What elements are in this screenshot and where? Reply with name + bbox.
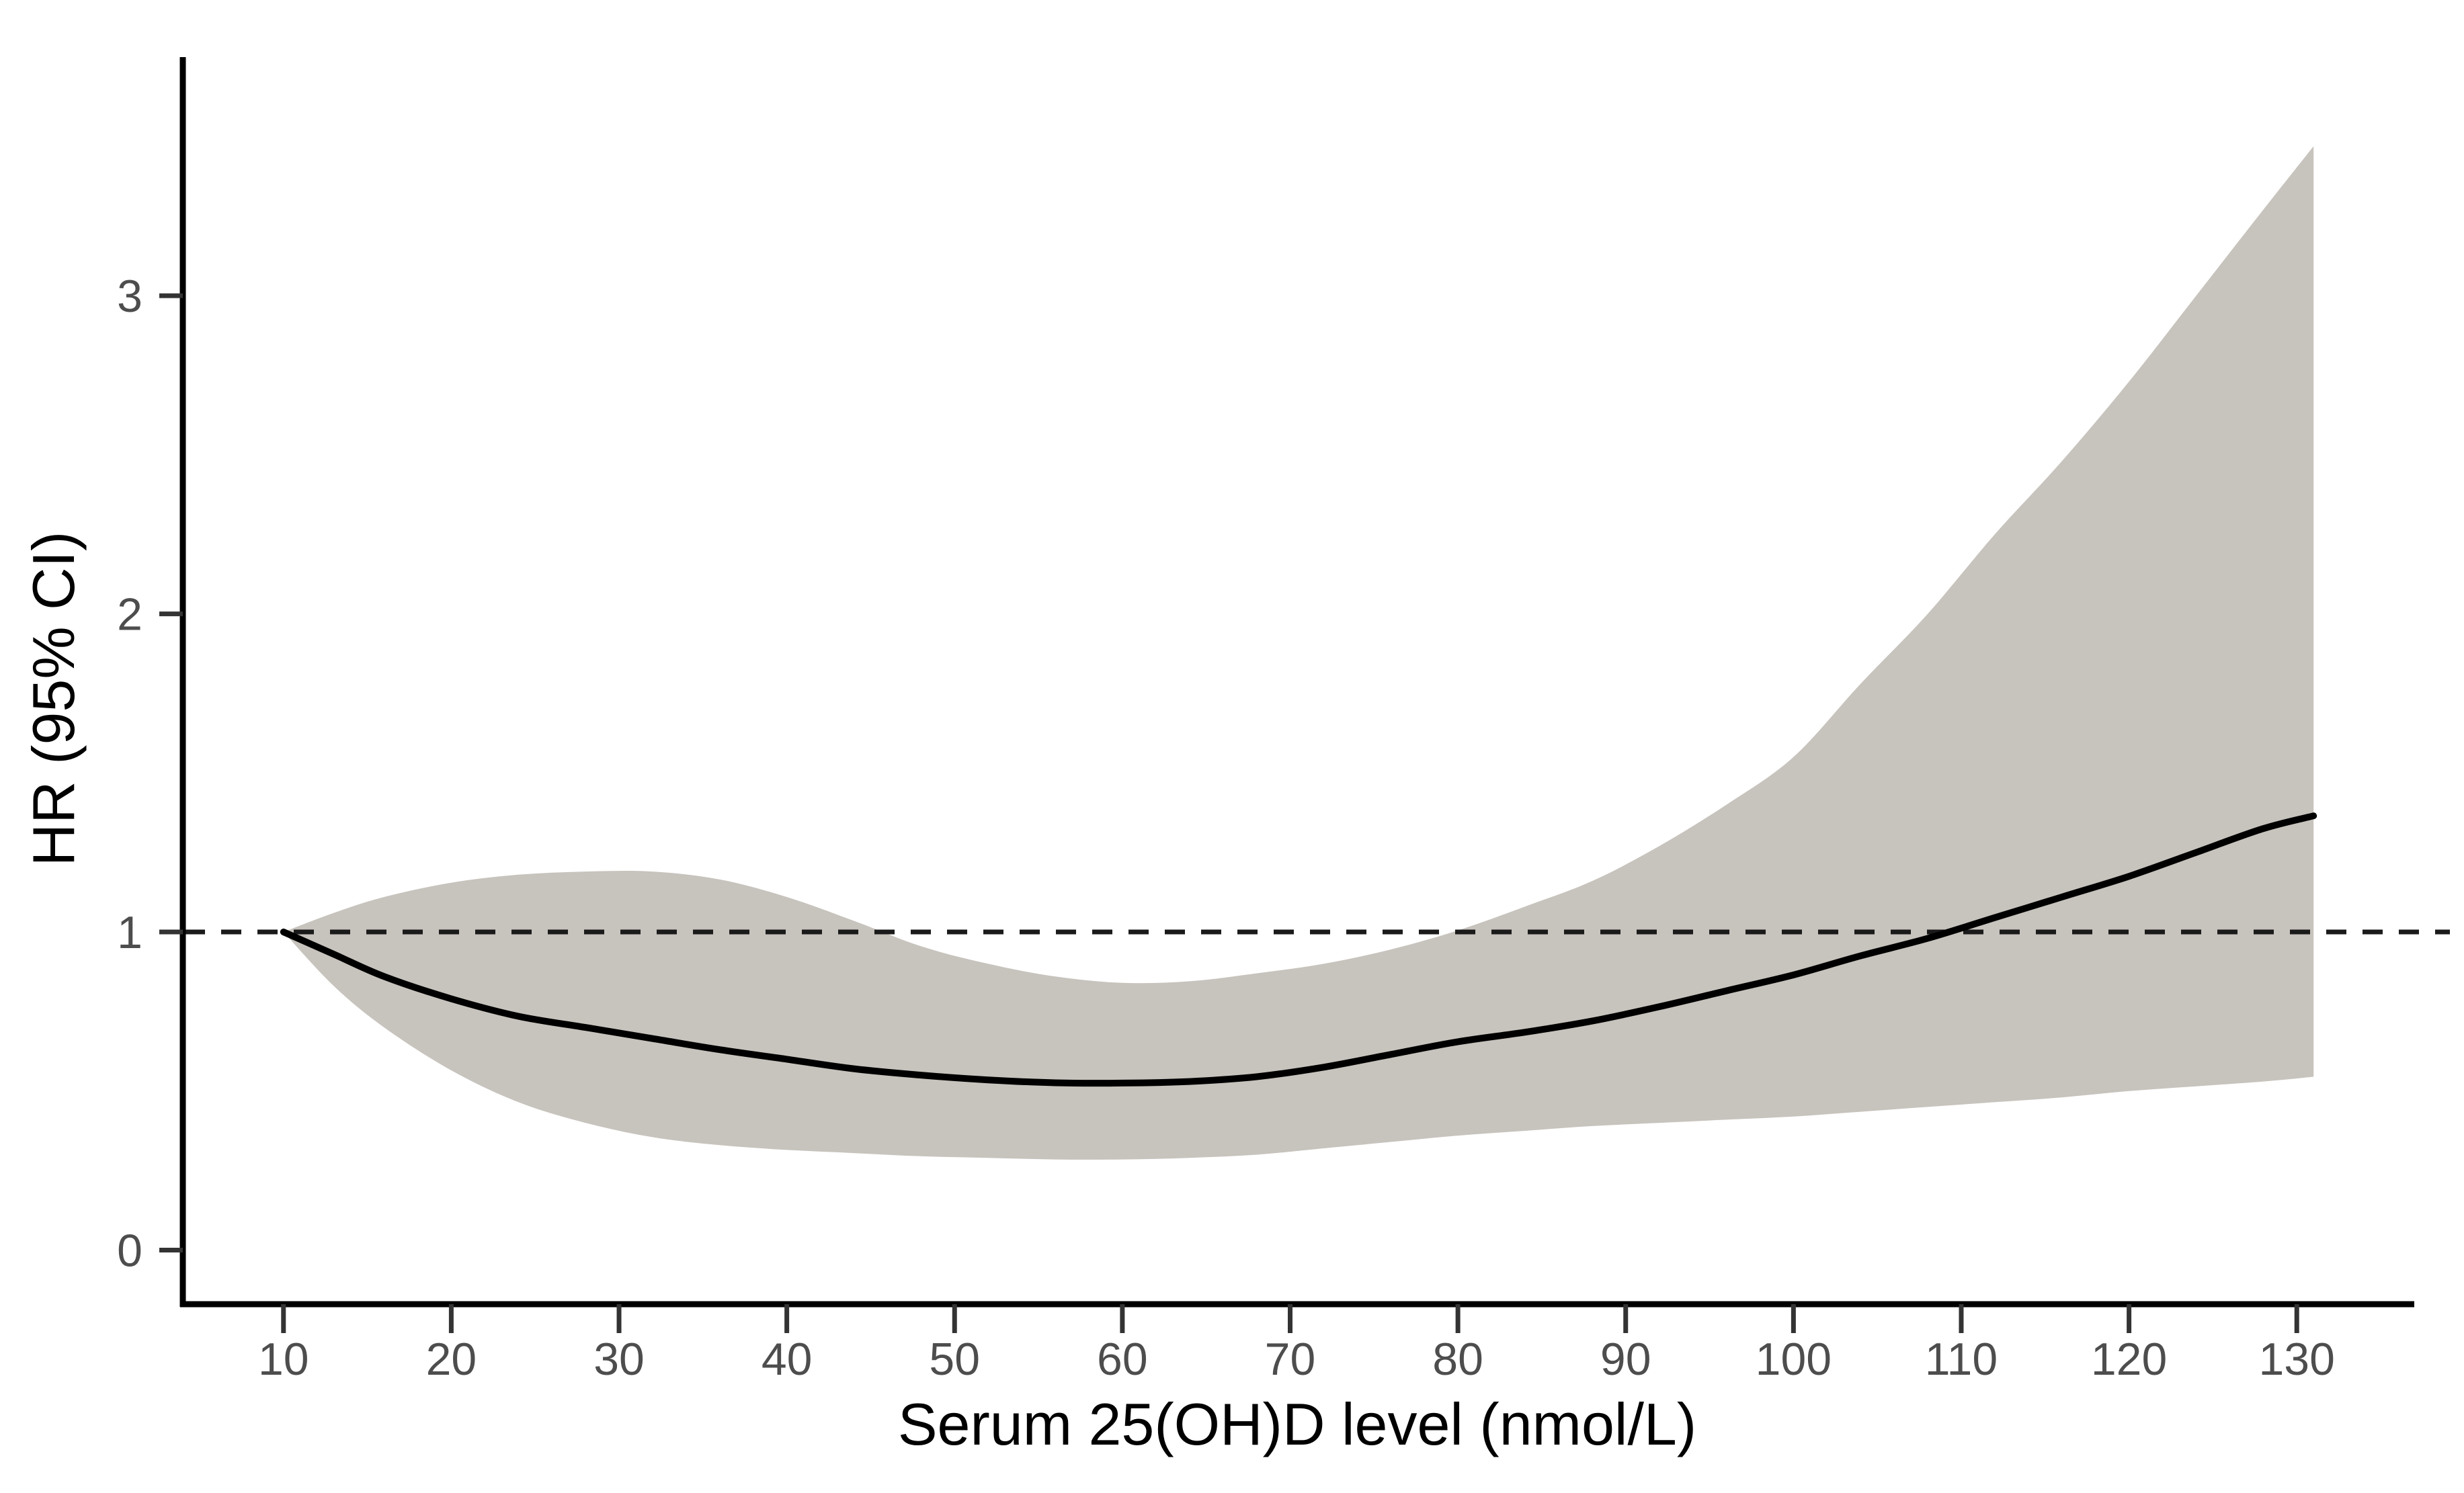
hr-curve (280, 812, 2317, 1087)
y-tick-label: 2 (117, 589, 142, 640)
ci-band (283, 146, 2314, 1160)
x-tick-label: 110 (1925, 1334, 1998, 1385)
x-tick-label: 30 (593, 1334, 645, 1385)
y-axis-ticks: 0 1 2 3 (117, 271, 183, 1277)
y-tick-label: 1 (117, 907, 142, 958)
x-tick-label: 90 (1600, 1334, 1651, 1385)
y-tick-label: 0 (117, 1226, 142, 1277)
x-tick-label: 20 (426, 1334, 477, 1385)
y-axis-title: HR (95% CI) (20, 531, 87, 867)
x-tick-label: 60 (1097, 1334, 1148, 1385)
x-tick-label: 40 (762, 1334, 813, 1385)
x-tick-label: 50 (929, 1334, 980, 1385)
x-axis-ticks: 10 20 30 40 50 60 70 80 90 100 110 120 130 (258, 1304, 2335, 1385)
x-axis-title: Serum 25(OH)D level (nmol/L) (898, 1391, 1696, 1457)
x-tick-label: 10 (258, 1334, 309, 1385)
x-tick-label: 80 (1432, 1334, 1483, 1385)
x-tick-label: 120 (2091, 1334, 2167, 1385)
y-tick-label: 3 (117, 271, 142, 322)
x-tick-label: 70 (1265, 1334, 1316, 1385)
x-tick-label: 100 (1756, 1334, 1832, 1385)
x-tick-label: 130 (2258, 1334, 2334, 1385)
